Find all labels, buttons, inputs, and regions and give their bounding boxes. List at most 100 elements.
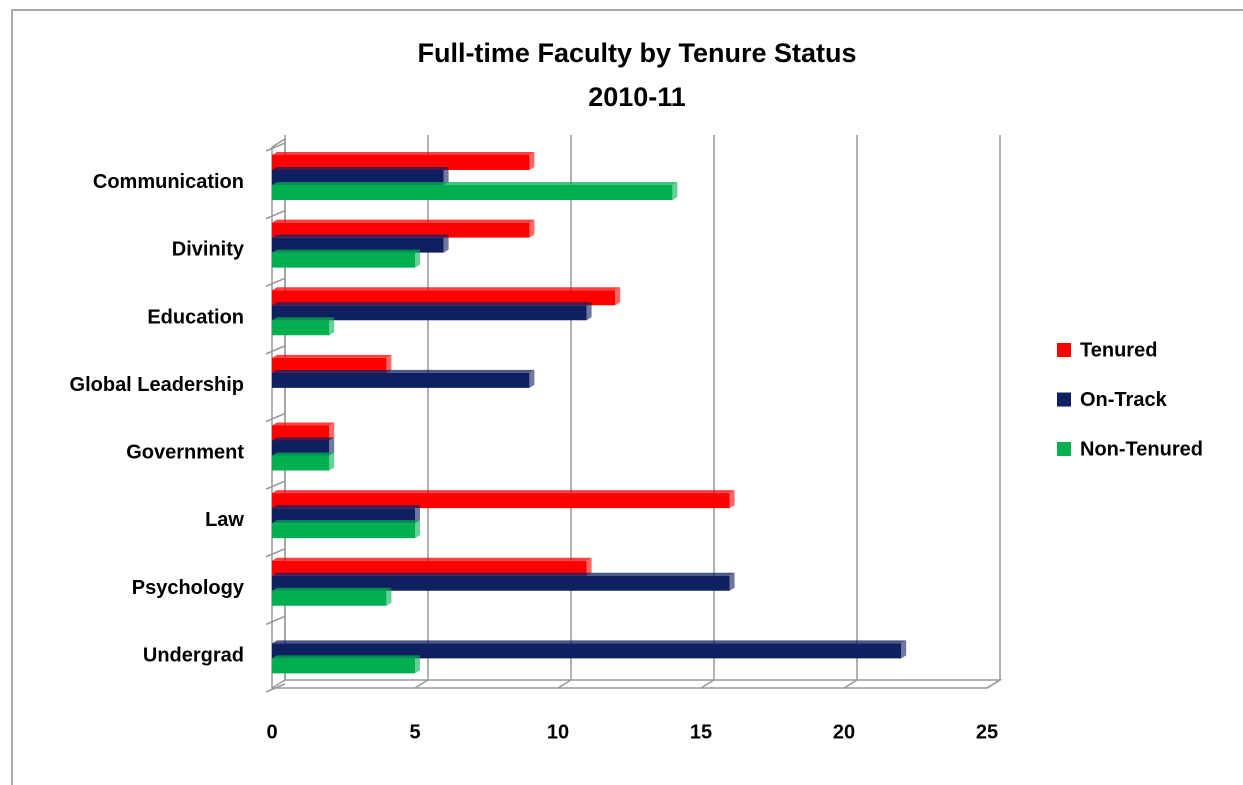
bar bbox=[272, 508, 415, 524]
chart-border bbox=[11, 9, 1243, 785]
bar-side bbox=[329, 437, 335, 456]
bar-side bbox=[586, 302, 592, 321]
bar bbox=[272, 357, 387, 373]
x-tick-label: 20 bbox=[833, 721, 855, 743]
y-tick-label: Undergrad bbox=[143, 644, 244, 666]
y-tick bbox=[265, 615, 286, 626]
bar-top bbox=[272, 587, 392, 591]
grid-line bbox=[986, 135, 1001, 689]
legend-label: On-Track bbox=[1080, 389, 1168, 411]
bar-side bbox=[729, 490, 735, 509]
y-tick bbox=[265, 412, 286, 423]
y-tick-label: Psychology bbox=[132, 577, 245, 599]
bar-side bbox=[329, 422, 335, 441]
legend-label: Tenured bbox=[1080, 339, 1157, 361]
x-tick-label: 5 bbox=[409, 721, 420, 743]
x-tick-label: 15 bbox=[690, 721, 712, 743]
bar bbox=[272, 440, 330, 456]
y-tick bbox=[265, 209, 286, 220]
bar-top bbox=[272, 520, 420, 524]
bar-side bbox=[529, 219, 535, 238]
y-tick-label: Divinity bbox=[172, 239, 245, 261]
bar-top bbox=[272, 557, 592, 561]
x-tick-label: 25 bbox=[976, 721, 998, 743]
bar-side bbox=[329, 317, 335, 336]
chart-subtitle: 2010-11 bbox=[588, 82, 686, 112]
y-tick-label: Law bbox=[205, 509, 244, 531]
y-tick bbox=[265, 683, 286, 693]
bar bbox=[272, 290, 616, 306]
bar bbox=[272, 575, 730, 591]
bar-top bbox=[272, 640, 907, 644]
y-tick-label: Communication bbox=[93, 171, 244, 193]
bar-top bbox=[272, 572, 735, 576]
bar bbox=[272, 425, 330, 441]
bar-top bbox=[272, 287, 621, 291]
bar-side bbox=[329, 452, 335, 471]
y-tick-label: Education bbox=[147, 306, 244, 328]
grid-line bbox=[557, 135, 572, 689]
x-tick-label: 0 bbox=[266, 721, 277, 743]
y-tick bbox=[265, 480, 286, 490]
bar-top bbox=[272, 182, 678, 185]
bar bbox=[272, 185, 673, 200]
bar bbox=[272, 493, 730, 509]
bar-side bbox=[615, 287, 621, 306]
bar bbox=[272, 560, 587, 576]
bar bbox=[272, 252, 415, 268]
y-tick-label: Global Leadership bbox=[70, 374, 244, 396]
bar-top bbox=[272, 317, 335, 321]
y-tick-label: Government bbox=[126, 442, 244, 464]
bar-side bbox=[443, 167, 449, 185]
y-tick bbox=[265, 548, 286, 558]
bar bbox=[272, 170, 444, 185]
bar-top bbox=[272, 655, 420, 659]
bar bbox=[272, 222, 530, 238]
grid-line bbox=[414, 135, 429, 689]
bar bbox=[272, 305, 587, 321]
grid-line bbox=[843, 135, 858, 689]
bar-top bbox=[272, 219, 535, 223]
bar-side bbox=[443, 234, 449, 253]
bar-side bbox=[415, 520, 420, 539]
bar-side bbox=[415, 249, 420, 268]
bar-side bbox=[529, 152, 535, 170]
bar bbox=[272, 237, 444, 253]
bar-side bbox=[672, 182, 678, 200]
bar-side bbox=[386, 354, 392, 373]
legend-label: Non-Tenured bbox=[1080, 438, 1203, 460]
bar-top bbox=[272, 152, 535, 155]
bar-top bbox=[272, 422, 335, 426]
bar-top bbox=[272, 354, 392, 358]
bar-top bbox=[272, 452, 335, 456]
bar-top bbox=[272, 249, 420, 253]
bar bbox=[272, 372, 530, 388]
bar-top bbox=[272, 437, 335, 441]
bar-top bbox=[272, 490, 735, 494]
y-tick bbox=[265, 345, 286, 355]
bar-top bbox=[272, 302, 592, 306]
chart-title: Full-time Faculty by Tenure Status bbox=[417, 38, 856, 68]
bar-side bbox=[386, 587, 392, 606]
bar-side bbox=[415, 505, 420, 524]
legend-swatch bbox=[1057, 442, 1071, 456]
bar bbox=[272, 523, 415, 539]
bar-top bbox=[272, 369, 535, 373]
legend-swatch bbox=[1057, 343, 1071, 357]
bar-side bbox=[729, 572, 735, 591]
bar bbox=[272, 155, 530, 170]
grid-line bbox=[700, 135, 715, 689]
x-tick-label: 10 bbox=[547, 721, 569, 743]
bar-side bbox=[586, 557, 592, 576]
bar bbox=[272, 455, 330, 471]
bar-side bbox=[901, 640, 907, 659]
bar-top bbox=[272, 167, 449, 170]
bar-top bbox=[272, 234, 449, 238]
bar bbox=[272, 590, 387, 606]
bar bbox=[272, 643, 902, 659]
bar bbox=[272, 658, 415, 674]
bar bbox=[272, 320, 330, 336]
bar-side bbox=[529, 369, 535, 388]
y-tick bbox=[265, 142, 286, 152]
